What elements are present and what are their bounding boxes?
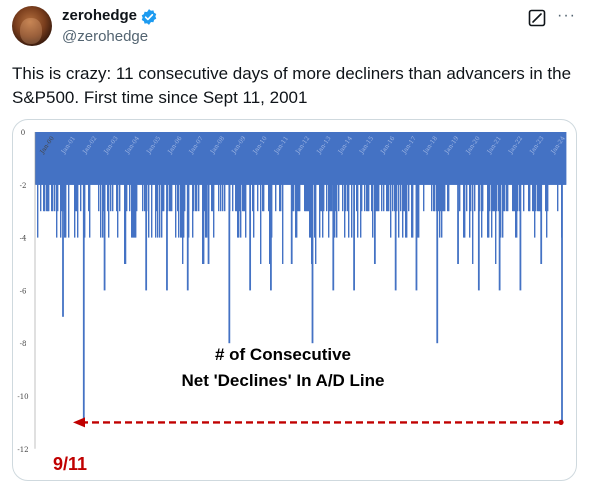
y-tick-label: -4 xyxy=(20,235,27,243)
y-tick-label: -10 xyxy=(17,393,28,401)
streak-bar xyxy=(203,132,205,264)
peak-bar xyxy=(124,132,127,264)
streak-bar xyxy=(495,132,497,264)
grok-icon[interactable] xyxy=(528,9,546,27)
y-tick-label: -2 xyxy=(20,182,27,190)
peak-bar xyxy=(561,132,563,423)
peak-bar xyxy=(332,132,335,291)
chart-annotation-line-1: # of Consecutive xyxy=(215,345,351,364)
chart: 0-2-4-6-8-10-12 Jan-00 Jan-01 Jan-02 Jan-03… xyxy=(17,129,567,474)
arrow-head xyxy=(73,417,85,428)
peak-bar xyxy=(394,132,397,291)
streak-bar xyxy=(282,132,284,264)
y-tick-label: -12 xyxy=(17,446,28,454)
peak-bar xyxy=(477,132,480,291)
peak-bar xyxy=(436,132,439,344)
peak-bar xyxy=(540,132,543,264)
baseline-band xyxy=(35,132,566,185)
streak-bar xyxy=(260,132,262,264)
peak-bar xyxy=(519,132,522,291)
chart-annotation-line-2: Net 'Declines' In A/D Line xyxy=(182,371,385,390)
peak-bar xyxy=(311,132,314,344)
peak-bar xyxy=(207,132,210,264)
streak-bar xyxy=(269,132,271,264)
peak-bar xyxy=(353,132,355,291)
avatar[interactable] xyxy=(12,6,52,46)
y-tick-label: 0 xyxy=(21,129,25,137)
arrow-end-dot xyxy=(558,419,564,425)
y-tick-label: -6 xyxy=(20,287,27,295)
peak-bar xyxy=(290,132,293,264)
tweet-text: This is crazy: 11 consecutive days of mo… xyxy=(12,64,572,107)
streak-bar xyxy=(472,132,474,264)
display-name[interactable]: zerohedge xyxy=(62,7,138,24)
streak-bar xyxy=(315,132,317,264)
verified-badge-icon xyxy=(141,9,157,25)
peak-bar xyxy=(249,132,252,291)
streak-bar xyxy=(202,132,204,264)
peak-bar xyxy=(228,132,231,344)
streak-bar xyxy=(182,132,184,264)
handle[interactable]: @zerohedge xyxy=(62,28,149,45)
peak-bar xyxy=(166,132,168,291)
peak-bar xyxy=(145,132,148,291)
media-card[interactable]: 0 -2 -4 -6 -8 -10 -12 Jan-00 Jan-01 Jan-02 Jan-03… xyxy=(12,119,577,481)
peak-bar xyxy=(457,132,459,264)
more-options-button[interactable]: ··· xyxy=(557,7,576,24)
peak-bar xyxy=(62,132,64,317)
peak-bar xyxy=(186,132,189,291)
peak-bar xyxy=(415,132,418,291)
callout-label: 9/11 xyxy=(53,454,87,474)
peak-bar xyxy=(103,132,106,291)
peak-bar xyxy=(373,132,376,264)
peak-bar xyxy=(270,132,272,291)
peak-bar xyxy=(498,132,501,291)
peak-bar xyxy=(82,132,85,423)
y-tick-label: -8 xyxy=(20,340,27,348)
